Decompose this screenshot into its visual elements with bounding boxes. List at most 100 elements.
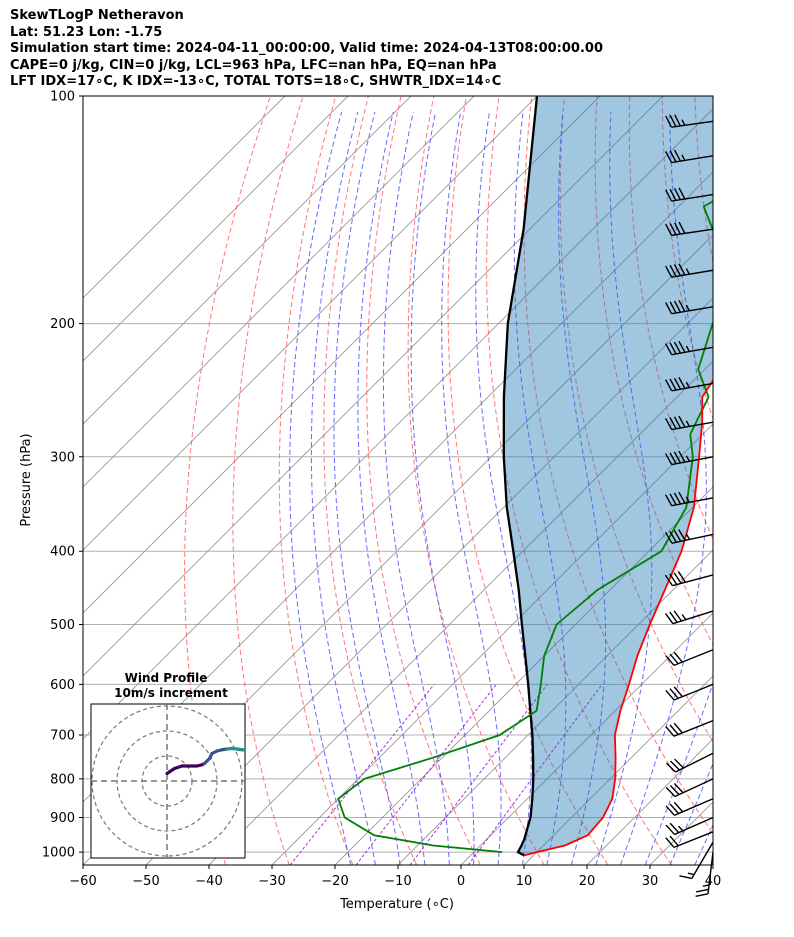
wind-barb <box>664 415 714 431</box>
wind-barb-flag <box>678 415 686 428</box>
wind-barb-half-flag <box>685 304 690 312</box>
wind-barb-flag <box>673 264 682 276</box>
moist-adiabat-line <box>558 111 607 865</box>
wind-barb-staff <box>671 456 714 466</box>
hodograph-segment <box>240 748 245 752</box>
wind-barb-flag <box>673 686 683 698</box>
wind-barb-flag <box>673 149 682 162</box>
moist-adiabat-line <box>441 111 502 865</box>
hodograph-title: Wind Profile <box>125 671 208 685</box>
isotherm-line <box>83 96 538 551</box>
wind-barb-flag <box>669 822 680 834</box>
dry-adiabat-line <box>366 96 481 865</box>
wind-barb-staff <box>674 798 714 816</box>
dry-adiabat-line <box>594 96 713 646</box>
wind-barb <box>664 491 714 507</box>
title-indices-1: CAPE=0 j/kg, CIN=0 j/kg, LCL=963 hPa, LF… <box>10 57 497 73</box>
wind-barb-flag <box>665 805 675 816</box>
x-tick-label: −30 <box>258 874 285 889</box>
moist-adiabat-line <box>310 111 376 865</box>
wind-barb <box>665 816 714 836</box>
moist-adiabat-line <box>289 111 352 865</box>
isotherm-line <box>208 360 713 865</box>
wind-barb-flag <box>665 189 673 202</box>
dry-adiabat-line <box>447 96 609 865</box>
wind-barb-flag <box>664 531 673 544</box>
y-tick-label: 200 <box>50 317 75 332</box>
x-tick-label: −50 <box>132 874 159 889</box>
wind-barb <box>664 571 714 587</box>
x-axis-label: Temperature (∘C) <box>339 897 454 912</box>
wind-barb-flag <box>674 758 684 769</box>
dry-adiabat-line <box>486 96 672 865</box>
wind-barb-flag <box>678 491 686 504</box>
moist-adiabat-line <box>513 111 567 865</box>
wind-barb-flag <box>674 114 681 127</box>
wind-barb-staff <box>673 683 714 701</box>
mixing-ratio-line <box>289 684 435 865</box>
wind-barb-flag <box>669 835 679 847</box>
wind-barb-flag <box>669 188 677 201</box>
wind-barb-flag <box>673 341 682 354</box>
wind-barb-flag <box>665 302 673 315</box>
wind-barb-flag <box>669 378 677 391</box>
dry-adiabat-line <box>559 96 713 743</box>
wind-barb-half-flag <box>681 154 686 161</box>
y-tick-label: 700 <box>50 728 75 743</box>
moist-adiabat-line <box>745 112 794 865</box>
dry-adiabat-line <box>523 96 713 835</box>
isotherm-line <box>83 96 601 614</box>
wind-barb-flag <box>664 379 673 392</box>
wind-barb-flag <box>678 299 686 312</box>
wind-barb-half-flag <box>681 119 686 126</box>
title-station: SkewTLogP Netheravon <box>10 8 184 23</box>
wind-barb <box>665 719 714 737</box>
hodograph-segment <box>247 750 252 751</box>
wind-barb-flag <box>673 188 682 201</box>
wind-barb-flag <box>664 494 673 507</box>
wind-barb-half-flag <box>685 533 691 540</box>
wind-barb-staff <box>672 610 714 625</box>
wind-barb-staff <box>671 533 714 544</box>
wind-barb-half-flag <box>685 496 691 503</box>
isotherm-line <box>83 96 286 299</box>
x-tick-label: 40 <box>705 874 722 889</box>
wind-barb-flag <box>673 377 682 390</box>
wind-barb-flag <box>669 803 680 814</box>
moist-adiabat-line <box>720 112 794 865</box>
isotherm-line <box>523 675 713 865</box>
wind-barb-staff <box>675 752 714 773</box>
wind-barb-flag <box>678 529 686 541</box>
wind-barb-flag <box>669 611 678 623</box>
wind-barb-staff <box>673 831 714 849</box>
wind-barb-flag <box>665 655 675 666</box>
y-axis-label: Pressure (hPa) <box>19 433 34 526</box>
wind-barb-flag <box>673 610 683 622</box>
dewpoint-line <box>337 200 713 853</box>
wind-barb <box>665 831 714 849</box>
wind-barb-staff <box>671 421 714 431</box>
x-tick-label: 20 <box>579 874 596 889</box>
y-tick-label: 100 <box>50 90 75 105</box>
cape-area <box>503 96 713 856</box>
wind-barb-half-flag <box>685 345 690 352</box>
mixing-ratio-line <box>467 684 603 865</box>
wind-barb-flag <box>669 784 680 796</box>
wind-barb-flag <box>669 301 677 314</box>
isotherm-line <box>83 96 475 488</box>
wind-barb <box>665 649 714 667</box>
wind-barb-flag <box>678 450 686 463</box>
wind-barb-staff <box>671 193 714 202</box>
wind-barb-staff <box>671 346 714 356</box>
wind-barb <box>664 340 714 356</box>
hodograph-subtitle: 10m/s increment <box>114 686 228 700</box>
wind-barb-half-flag <box>702 884 710 887</box>
hodograph-segment <box>267 752 272 753</box>
wind-barb <box>665 798 714 816</box>
wind-barb <box>665 778 714 798</box>
dry-adiabat-line <box>728 96 794 865</box>
wind-barb-staff <box>674 778 714 798</box>
wind-barb <box>665 187 714 202</box>
parcel-profile-line <box>502 96 539 857</box>
moist-adiabat-line <box>382 111 450 865</box>
